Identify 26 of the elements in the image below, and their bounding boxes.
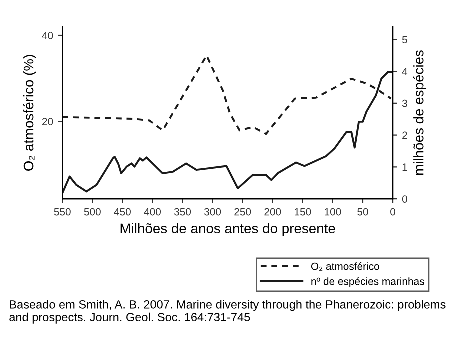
x-tick-label: 200 [264, 208, 282, 216]
x-tick-label: 350 [174, 208, 192, 216]
y-tick-label: 40 [42, 32, 54, 40]
legend-label: nº de espécies marinhas [312, 277, 424, 288]
x-tick-label: 400 [144, 208, 162, 216]
x-tick-label: 0 [390, 208, 396, 216]
x-tick-label: 150 [295, 208, 312, 216]
y2-tick-label: 5 [402, 36, 408, 44]
text: Baseado em Smith, A. B. 2007. Marine diversity through the Phanerozoic: problems and prospects. Journ. Geol. Soc. 164:731-745 [10, 300, 446, 324]
y2-tick-label: 1 [402, 164, 408, 171]
x-tick-label: 250 [234, 208, 252, 216]
x-tick-label: 50 [358, 208, 368, 216]
y-tick-label: 20 [42, 118, 54, 126]
legend-label: O₂ atmosférico [311, 262, 380, 272]
x-tick-label: 450 [114, 208, 131, 216]
y2-tick-label: 3 [402, 100, 408, 108]
y2-tick-label: 4 [402, 68, 408, 76]
x-tick-label: 500 [84, 208, 101, 216]
x-axis-title: Milhões de anos antes do presente [120, 223, 336, 236]
y-axis-title: O₂ atmosférico (%) [23, 55, 36, 171]
y2-tick-label: 0 [402, 196, 408, 203]
y2-tick-label: 2 [402, 132, 408, 140]
x-tick-label: 550 [54, 208, 71, 216]
y2-axis-title: milhões de espécies [413, 50, 427, 175]
x-tick-label: 300 [204, 208, 222, 216]
x-tick-label: 100 [325, 208, 342, 216]
